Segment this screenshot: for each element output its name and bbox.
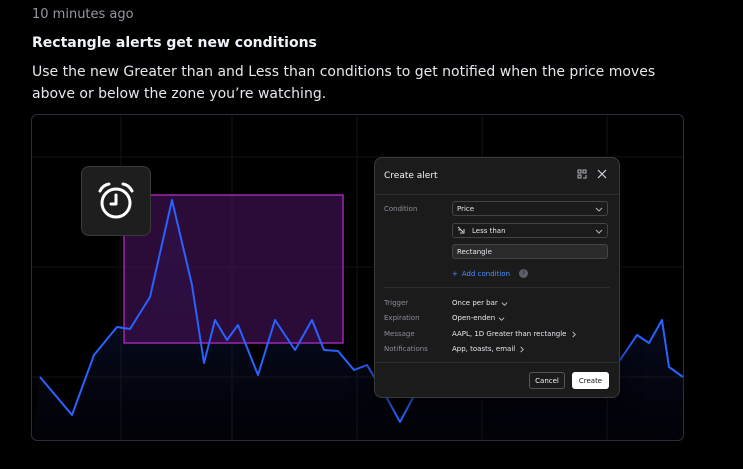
chevron-right-icon (520, 346, 525, 352)
cancel-button[interactable]: Cancel (529, 372, 565, 389)
expiration-value: Open-enden (452, 314, 496, 322)
expiration-dropdown[interactable]: Open-enden (452, 314, 505, 322)
price-chart (32, 115, 683, 440)
chevron-down-icon (595, 207, 603, 212)
trigger-dropdown[interactable]: Once per bar (452, 299, 508, 307)
notifications-link[interactable]: App, toasts, email (452, 345, 525, 353)
chevron-down-icon (595, 229, 603, 234)
dialog-header-divider (375, 194, 619, 195)
condition-label: Condition (384, 205, 418, 213)
price-line (39, 199, 418, 423)
expiration-label: Expiration (384, 314, 420, 322)
dialog-section-divider (384, 287, 610, 288)
trigger-value: Once per bar (452, 299, 498, 307)
plus-icon: + (452, 269, 458, 278)
message-value: AAPL, 1D Greater than rectangle (452, 330, 567, 338)
post-description: Use the new Greater than and Less than c… (32, 64, 656, 102)
target-field[interactable]: Rectangle (452, 244, 608, 259)
chevron-right-icon (571, 331, 576, 337)
notifications-value: App, toasts, email (452, 345, 516, 353)
notifications-label: Notifications (384, 345, 428, 353)
target-value: Rectangle (457, 247, 492, 256)
post-title: Rectangle alerts get new conditions (32, 35, 317, 51)
create-alert-dialog: Create alert Condition Price Less than (374, 157, 620, 398)
condition-value: Price (457, 204, 475, 213)
price-area (32, 200, 683, 440)
alert-rectangle (123, 194, 344, 344)
condition-select[interactable]: Price (452, 201, 608, 216)
help-icon[interactable]: ? (519, 269, 529, 278)
dialog-title: Create alert (384, 171, 438, 181)
feature-illustration: Create alert Condition Price Less than (31, 114, 684, 441)
operator-value: Less than (472, 226, 506, 235)
dialog-footer-divider (375, 362, 619, 363)
chevron-down-icon (498, 316, 505, 321)
post-timestamp: 10 minutes ago (32, 7, 134, 22)
add-condition-link[interactable]: + Add condition ? (452, 269, 529, 278)
close-icon[interactable] (597, 169, 607, 179)
alarm-clock-icon (98, 182, 134, 219)
message-link[interactable]: AAPL, 1D Greater than rectangle (452, 330, 577, 338)
trigger-label: Trigger (384, 299, 409, 307)
message-label: Message (384, 330, 415, 338)
add-condition-label: Add condition (461, 269, 511, 278)
operator-select[interactable]: Less than (452, 223, 608, 238)
create-button[interactable]: Create (572, 372, 609, 389)
expand-icon[interactable] (577, 169, 587, 179)
alarm-clock-badge (81, 166, 151, 236)
crossing-down-icon (457, 226, 465, 234)
chevron-down-icon (501, 301, 508, 306)
